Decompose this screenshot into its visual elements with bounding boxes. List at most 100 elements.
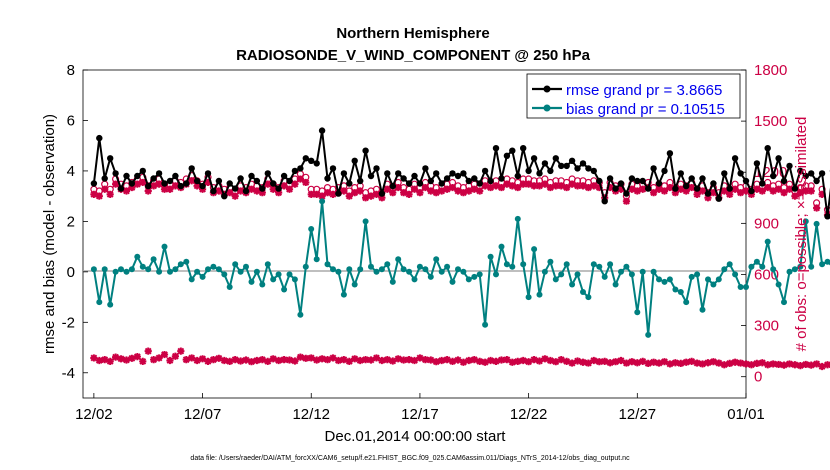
obs-assimilated-marker [139, 178, 147, 187]
x-tick-label: 12/02 [75, 406, 113, 423]
obs-bottom-marker [704, 359, 712, 367]
rmse-point [346, 180, 353, 187]
obs-assimilated-marker [323, 189, 332, 197]
rmse-point [405, 180, 413, 187]
bias-point [368, 263, 374, 270]
obs-assimilated-marker [307, 190, 315, 198]
obs-bottom-marker [188, 354, 196, 362]
obs-assimilated-marker [280, 182, 288, 190]
bias-point [753, 258, 760, 265]
obs-bottom-marker [769, 360, 777, 368]
bias-point [373, 268, 380, 275]
obs-bottom-marker [258, 356, 266, 364]
bias-point [96, 299, 103, 306]
obs-bottom-marker [291, 357, 299, 365]
rmse-point [672, 185, 679, 192]
bias-point [764, 238, 771, 245]
rmse-point [242, 187, 250, 195]
obs-assimilated-marker [438, 187, 446, 195]
bias-point [699, 306, 706, 313]
bias-point [286, 271, 293, 278]
obs-bottom-marker [443, 356, 451, 364]
obs-bottom-marker [813, 360, 821, 368]
x-tick-label: 12/17 [401, 406, 439, 423]
x-tick-label: 12/12 [292, 406, 330, 423]
rmse-point [248, 172, 255, 180]
rmse-point [411, 172, 418, 180]
bias-point [291, 276, 298, 283]
bias-point [580, 289, 586, 295]
rmse-point [628, 175, 636, 182]
obs-bottom-marker [204, 357, 212, 365]
bias-point [319, 198, 326, 205]
rmse-point [612, 185, 619, 192]
obs-bottom-marker [671, 359, 679, 367]
rmse-point [253, 177, 261, 185]
rmse-point [552, 155, 559, 162]
obs-assimilated-marker [780, 189, 788, 197]
obs-bottom-marker [785, 360, 794, 368]
x-axis: 12/02 12/07 12/12 12/17 12/22 12/27 01/01 [75, 393, 765, 423]
obs-bottom-marker [242, 356, 250, 364]
bias-point [422, 266, 429, 273]
obs-assimilated-marker [340, 187, 348, 195]
obs-assimilated-marker [122, 187, 131, 195]
obs-bottom-marker [275, 356, 283, 365]
bias-point [743, 284, 749, 290]
obs-bottom-marker [470, 356, 478, 364]
obs-bottom-marker [361, 356, 370, 364]
rmse-point [128, 180, 136, 187]
rmse-point [764, 145, 771, 152]
x-axis-label: Dec.01,2014 00:00:00 start [325, 428, 507, 445]
rmse-point [596, 177, 603, 185]
obs-assimilated-marker [231, 192, 239, 200]
rmse-point [590, 167, 597, 175]
obs-bottom-marker [486, 356, 495, 365]
legend-bias-marker [543, 104, 551, 112]
bias-point [221, 271, 228, 278]
obs-assimilated-marker [383, 185, 391, 193]
obs-assimilated-marker [525, 180, 533, 188]
obs-assimilated-marker [236, 187, 245, 195]
rmse-point [655, 180, 663, 187]
bias-point [645, 331, 652, 338]
obs-assimilated-marker [579, 182, 587, 190]
obs-assimilated-marker [193, 182, 201, 190]
obs-assimilated-marker [606, 183, 614, 192]
obs-bottom-marker [209, 356, 218, 364]
rmse-point [193, 177, 201, 185]
obs-bottom-marker [617, 356, 625, 365]
obs-assimilated-marker [432, 189, 440, 197]
obs-assimilated-marker [655, 185, 663, 193]
bias-point [612, 281, 619, 288]
obs-assimilated-marker [802, 187, 810, 195]
obs-bottom-marker [318, 355, 326, 363]
rmse-point [780, 177, 788, 185]
obs-assimilated-marker [698, 187, 707, 195]
obs-assimilated-marker [171, 182, 179, 190]
obs-assimilated-marker [465, 187, 473, 195]
obs-assimilated-marker [204, 178, 212, 187]
bias-point [335, 268, 342, 275]
bias-point [243, 263, 249, 270]
obs-bottom-marker [438, 356, 446, 365]
rmse-point [585, 165, 592, 172]
obs-bottom-marker [573, 357, 582, 365]
rmse-point [188, 165, 195, 172]
obs-bottom-marker [416, 354, 424, 362]
obs-bottom-marker [764, 361, 772, 369]
rmse-point [661, 167, 668, 175]
rmse-point [161, 180, 168, 187]
legend-box [526, 73, 741, 119]
obs-assimilated-marker [253, 187, 261, 195]
rmse-point [487, 177, 494, 185]
y2-tick-label: 900 [754, 215, 779, 232]
bias-point [433, 256, 440, 263]
obs-bottom-marker [280, 356, 288, 364]
obs-bottom-marker [177, 347, 185, 355]
rmse-point [742, 177, 750, 185]
rmse-point [759, 180, 766, 187]
obs-assimilated-marker [95, 192, 103, 200]
rmse-point [433, 170, 440, 177]
x-tick-label: 12/27 [619, 406, 657, 423]
